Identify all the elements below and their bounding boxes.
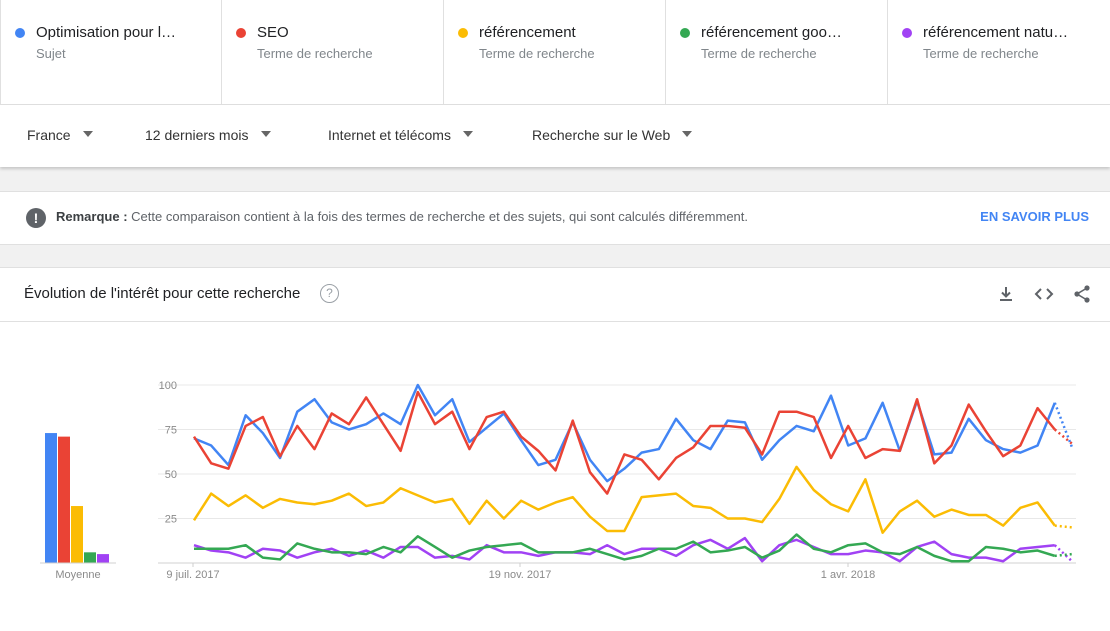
filters-bar: France 12 derniers mois Internet et télé… (0, 105, 1110, 167)
note-body: Cette comparaison contient à la fois des… (131, 209, 749, 224)
share-icon[interactable] (1072, 284, 1092, 304)
terms-bar: Optimisation pour l… Sujet SEO Terme de … (0, 0, 1110, 105)
term-name: référencement natu… (923, 24, 1069, 41)
y-tick-label: 50 (165, 469, 177, 481)
y-tick-label: 75 (165, 425, 177, 437)
embed-icon[interactable] (1034, 284, 1054, 304)
term-type: Terme de recherche (479, 46, 595, 61)
term-color-dot (458, 28, 468, 38)
term-name: référencement goo… (701, 24, 842, 41)
term-name: SEO (257, 24, 289, 41)
term-type: Terme de recherche (701, 46, 817, 61)
series-line (192, 390, 1056, 495)
comparison-note: ! Remarque : Cette comparaison contient … (0, 191, 1110, 245)
term-card-2[interactable]: SEO Terme de recherche (222, 0, 444, 104)
card-title: Évolution de l'intérêt pour cette recher… (24, 285, 301, 302)
card-divider (0, 321, 1110, 322)
learn-more-link[interactable]: EN SAVOIR PLUS (980, 209, 1089, 224)
category-dropdown[interactable]: Internet et télécoms (328, 127, 473, 143)
search-type-dropdown[interactable]: Recherche sur le Web (532, 127, 693, 143)
note-label: Remarque : (56, 209, 128, 224)
interest-line-chart: 100 75 50 25 9 juil. 2017 19 nov. 2017 1 avr. … (40, 380, 1076, 581)
x-tick-label: 1 avr. 2018 (821, 569, 875, 581)
series-line-partial (1053, 402, 1074, 448)
series-line (192, 465, 1056, 534)
average-bar (97, 554, 109, 563)
series-line-partial (1054, 524, 1073, 529)
chevron-down-icon (682, 131, 693, 138)
term-card-1[interactable]: Optimisation pour l… Sujet (0, 0, 222, 104)
search-type-label: Recherche sur le Web (532, 127, 671, 143)
term-card-3[interactable]: référencement Terme de recherche (444, 0, 666, 104)
x-tick-label: 19 nov. 2017 (489, 569, 552, 581)
info-icon: ! (26, 208, 46, 228)
average-bar (58, 436, 70, 563)
term-card-5[interactable]: référencement natu… Terme de recherche (888, 0, 1110, 104)
term-type: Sujet (36, 46, 66, 61)
series-line (194, 533, 1056, 563)
term-card-4[interactable]: référencement goo… Terme de recherche (666, 0, 888, 104)
average-label: Moyenne (55, 569, 100, 581)
chevron-down-icon (260, 131, 271, 138)
term-color-dot (902, 28, 912, 38)
term-name: référencement (479, 24, 576, 41)
region-dropdown[interactable]: France (27, 127, 93, 143)
term-color-dot (236, 28, 246, 38)
note-text: Remarque : Cette comparaison contient à … (56, 209, 748, 224)
period-dropdown[interactable]: 12 derniers mois (145, 127, 271, 143)
series-line-partial (1053, 428, 1073, 445)
average-bar (45, 433, 57, 563)
series-line-partial (1053, 544, 1073, 563)
chevron-down-icon (82, 131, 93, 138)
term-color-dot (680, 28, 690, 38)
interest-over-time-card: Évolution de l'intérêt pour cette recher… (0, 267, 1110, 631)
category-label: Internet et télécoms (328, 127, 451, 143)
region-label: France (27, 127, 71, 143)
term-color-dot (15, 28, 25, 38)
chevron-down-icon (462, 131, 473, 138)
term-type: Terme de recherche (923, 46, 1039, 61)
term-name: Optimisation pour l… (36, 24, 177, 41)
series-line-partial (1054, 552, 1073, 558)
period-label: 12 derniers mois (145, 127, 249, 143)
x-tick-label: 9 juil. 2017 (166, 569, 219, 581)
term-type: Terme de recherche (257, 46, 373, 61)
download-icon[interactable] (996, 284, 1016, 304)
average-bar (71, 506, 83, 563)
y-tick-label: 100 (159, 380, 177, 392)
help-icon[interactable]: ? (320, 284, 339, 303)
average-bar (84, 552, 96, 563)
y-tick-label: 25 (165, 514, 177, 526)
